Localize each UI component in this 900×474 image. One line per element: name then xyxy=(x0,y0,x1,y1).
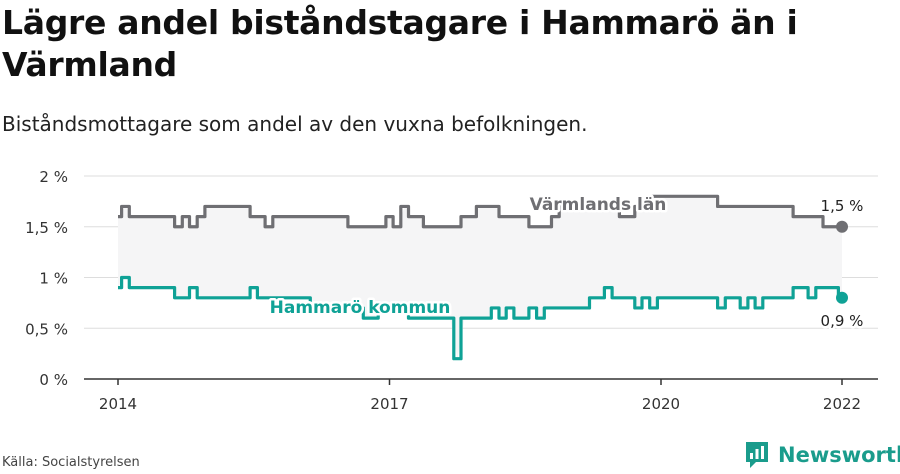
source-note: Källa: Socialstyrelsen xyxy=(2,455,140,470)
series-end-point-hammaro xyxy=(836,291,848,304)
chart-title: Lägre andel biståndstagare i Hammarö än … xyxy=(2,3,798,84)
brand-name: Newsworthy xyxy=(778,443,900,467)
y-tick-label: 1 % xyxy=(39,270,68,288)
x-tick-label: 2020 xyxy=(642,395,680,413)
brand-logo[interactable]: Newsworthy xyxy=(744,440,900,470)
end-value-label-varmland: 1,5 % xyxy=(821,197,864,215)
y-tick-label: 0 % xyxy=(39,371,68,389)
chart-subtitle: Biståndsmottagare som andel av den vuxna… xyxy=(2,112,588,136)
newsworthy-logo-icon xyxy=(746,442,768,468)
x-tick-label: 2017 xyxy=(370,395,408,413)
label-layer: 0 % 0,5 % 1 % 1,5 % 2 % 2014 2017 2020 2022 Värml… xyxy=(25,168,866,413)
end-value-label-hammaro: 0,9 % xyxy=(821,312,864,330)
series-label-varmland: Värmlands län xyxy=(530,195,667,215)
band-layer xyxy=(118,196,842,359)
y-tick-label: 0,5 % xyxy=(25,320,68,338)
series-line-hammaro xyxy=(118,275,842,361)
line-layer xyxy=(118,194,848,361)
x-tick-label: 2014 xyxy=(99,395,137,413)
y-tick-label: 2 % xyxy=(39,168,68,186)
y-tick-label: 1,5 % xyxy=(25,219,68,237)
series-line-varmland xyxy=(118,194,842,229)
series-label-hammaro: Hammarö kommun xyxy=(270,298,451,318)
x-tick-label: 2022 xyxy=(823,395,861,413)
series-end-point-varmland xyxy=(836,220,848,233)
difference-band xyxy=(118,196,842,359)
